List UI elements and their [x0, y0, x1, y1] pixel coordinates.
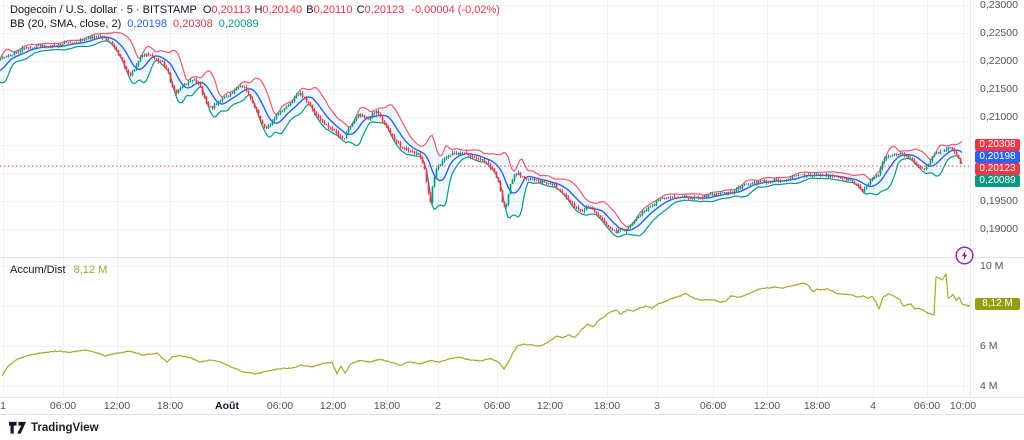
ad-axis-tick: 10 M [980, 260, 1004, 272]
price-pane[interactable] [0, 0, 970, 257]
ohlc-o: O0,20113 [202, 4, 251, 16]
footer-brand[interactable]: TradingView [9, 421, 99, 435]
price-axis-tick: 0,21500 [980, 83, 1018, 95]
time-tick: 4 [870, 400, 876, 412]
tradingview-wordmark: TradingView [31, 422, 99, 434]
bb-values: 0,20198 0,20308 0,20089 [127, 17, 264, 31]
time-tick: 06:00 [49, 400, 77, 412]
time-tick: 10:00 [949, 400, 977, 412]
time-tick: 18:00 [593, 400, 621, 412]
ad-axis-tick: 4 M [980, 380, 998, 392]
ohlc-values: O0,20113 H0,20140 B0,20110 C0,20123 [203, 3, 405, 17]
time-tick: 06:00 [483, 400, 511, 412]
price-axis-scale[interactable]: 0,23000 0,22500 0,22000 0,21500 0,21000 0,195… [970, 0, 1024, 414]
price-axis-tick: 0,19500 [980, 195, 1018, 207]
time-tick: 06:00 [913, 400, 941, 412]
time-axis-scale[interactable]: 1 06:00 12:00 18:00 Août 06:00 12:00 18:00 2 06:0… [0, 397, 1024, 414]
time-tick: 12:00 [103, 400, 131, 412]
price-axis-tick: 0,21000 [980, 111, 1018, 123]
bb-upper-line [0, 31, 963, 228]
time-tick: 3 [654, 400, 660, 412]
bb-value-basis: 0,20198 [127, 18, 168, 30]
bb-basis-line [0, 36, 963, 232]
time-tick: 06:00 [699, 400, 727, 412]
time-tick: 18:00 [373, 400, 401, 412]
price-axis-tick: 0,22500 [980, 27, 1018, 39]
time-tick: 12:00 [319, 400, 347, 412]
ad-grid [0, 258, 970, 397]
time-axis-top-border [0, 397, 1024, 398]
pane-separator[interactable] [0, 257, 1024, 258]
accum-dist-line [1, 273, 970, 376]
price-axis-chip-bb-upper: 0,20308 [975, 139, 1020, 152]
time-tick: 06:00 [266, 400, 294, 412]
time-tick: 1 [0, 400, 6, 412]
time-tick: 12:00 [753, 400, 781, 412]
time-tick: 2 [435, 400, 441, 412]
price-axis-tick: 0,22000 [980, 55, 1018, 67]
indicator-title[interactable]: BB (20, SMA, close, 2) [10, 18, 122, 30]
ad-axis-tick: 6 M [980, 340, 998, 352]
ohlc-c: C0,20123 [356, 4, 405, 16]
indicator-legend-row: BB (20, SMA, close, 2) 0,20198 0,20308 0,2… [10, 17, 500, 31]
price-axis-chip-last-price: 0,20123 [975, 162, 1020, 175]
time-tick: 12:00 [536, 400, 564, 412]
lightning-button[interactable] [954, 245, 975, 266]
price-axis-chip-bb-basis: 0,20198 [975, 151, 1020, 164]
lightning-icon [955, 246, 974, 265]
bb-value-upper: 0,20308 [173, 18, 213, 30]
price-grid [0, 0, 970, 257]
price-axis-tick: 0,23000 [980, 0, 1018, 11]
ad-axis-chip-last-value: 8,12 M [975, 297, 1020, 310]
time-tick: 18:00 [156, 400, 184, 412]
symbol-legend-row: Dogecoin / U.S. dollar · 5 · BITSTAMP O0… [10, 3, 500, 17]
time-tick: 18:00 [803, 400, 831, 412]
chart-bottom-border [0, 414, 1024, 415]
price-axis-border [970, 0, 971, 397]
tradingview-logo-icon [9, 421, 26, 434]
price-axis-chip-bb-lower: 0,20089 [975, 174, 1020, 187]
chart-legend: Dogecoin / U.S. dollar · 5 · BITSTAMP O0… [10, 3, 500, 31]
price-change: -0,00004 (-0,02%) [411, 4, 500, 16]
ad-indicator-title[interactable]: Accum/Dist [10, 264, 66, 276]
price-axis-tick: 0,19000 [980, 223, 1018, 235]
symbol-title[interactable]: Dogecoin / U.S. dollar · 5 · BITSTAMP [10, 4, 197, 16]
ad-legend-row: Accum/Dist 8,12 M [10, 264, 107, 276]
ad-indicator-value: 8,12 M [73, 264, 108, 276]
candles [0, 34, 962, 234]
time-tick: Août [215, 400, 239, 412]
accum-dist-pane[interactable] [0, 258, 970, 397]
ohlc-b: B0,20110 [306, 4, 353, 16]
bb-value-lower: 0,20089 [218, 18, 259, 30]
ohlc-h: H0,20140 [254, 4, 303, 16]
